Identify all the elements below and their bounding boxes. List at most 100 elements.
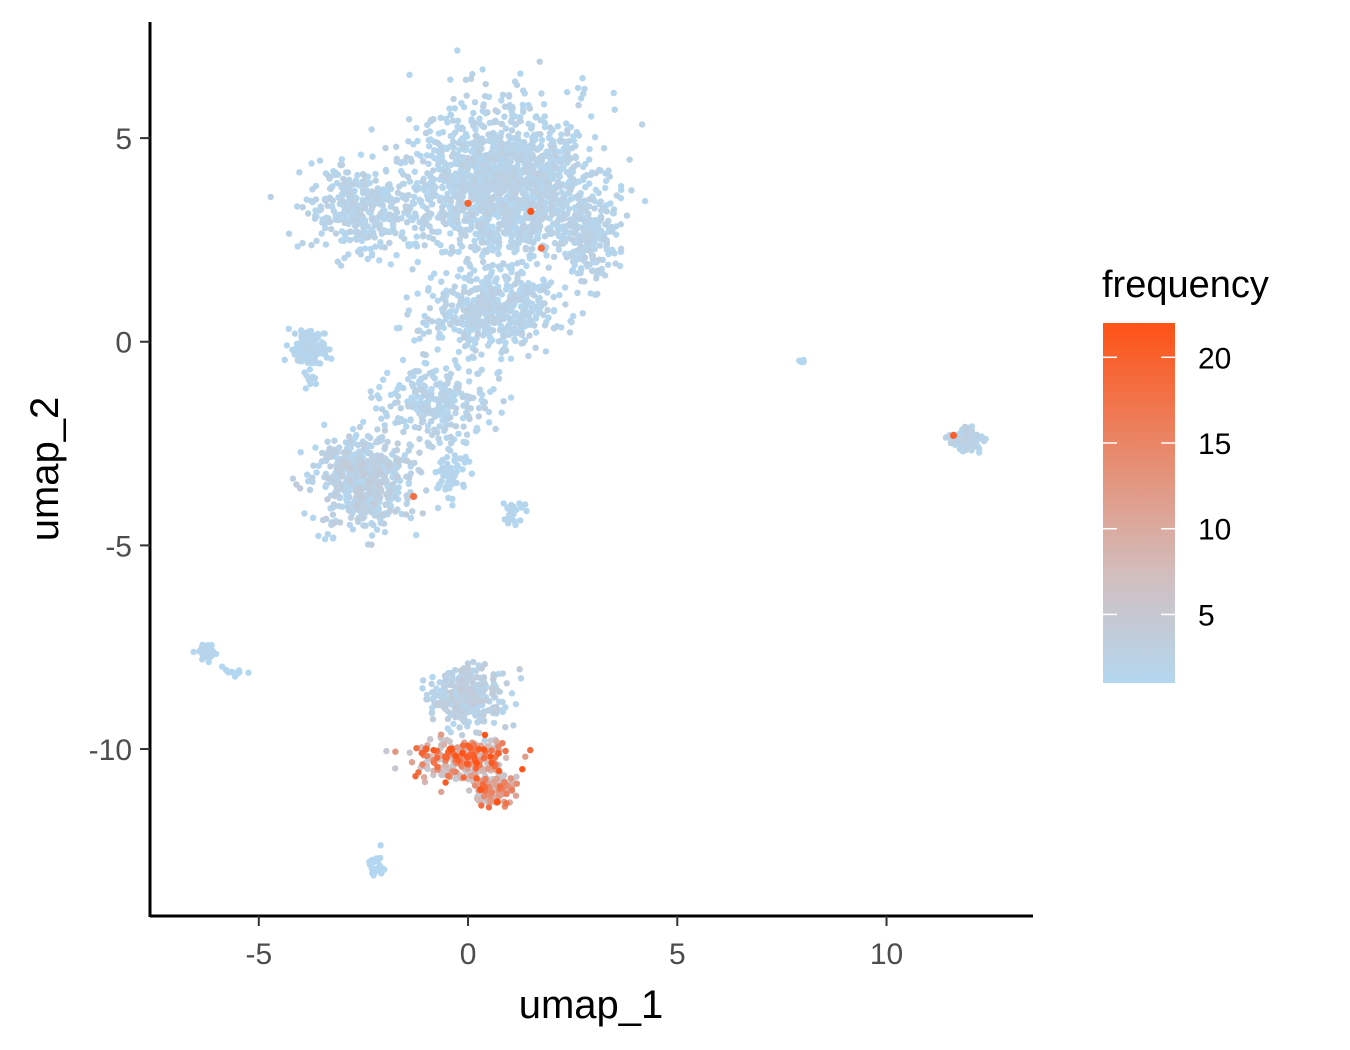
highlight-point: [464, 199, 472, 207]
data-point: [464, 697, 471, 705]
data-point: [488, 148, 495, 156]
data-point: [355, 485, 363, 492]
data-point: [420, 184, 427, 191]
data-point: [449, 247, 456, 254]
data-point: [510, 722, 517, 729]
data-point: [306, 486, 314, 493]
data-point: [610, 89, 617, 97]
points-layer: [190, 47, 989, 879]
legend-tick-label: 15: [1198, 428, 1231, 461]
data-point: [433, 381, 440, 388]
data-point: [482, 175, 490, 182]
data-point: [459, 314, 466, 321]
data-point: [338, 237, 345, 244]
data-point: [466, 787, 473, 794]
data-point: [421, 359, 428, 367]
data-point: [382, 443, 389, 450]
data-point: [489, 676, 497, 683]
data-point: [405, 242, 413, 250]
data-point: [588, 113, 595, 120]
data-point: [479, 290, 487, 297]
data-point: [555, 246, 563, 253]
data-point: [470, 267, 478, 274]
data-point: [471, 176, 478, 183]
data-point: [519, 190, 527, 197]
data-point: [447, 464, 455, 472]
data-point: [461, 459, 469, 466]
data-point: [420, 774, 428, 781]
data-point: [424, 427, 431, 434]
data-point: [480, 123, 488, 131]
data-point: [414, 327, 421, 335]
data-point: [484, 109, 491, 116]
data-point: [568, 252, 575, 260]
data-point: [463, 410, 471, 418]
data-point: [384, 181, 392, 189]
data-point: [452, 667, 459, 674]
data-point: [321, 421, 328, 428]
data-point: [291, 330, 299, 337]
data-point: [414, 290, 421, 297]
data-point: [469, 353, 476, 360]
data-point: [427, 173, 434, 181]
y-tick-label: -10: [89, 734, 132, 767]
data-point: [455, 302, 463, 309]
data-point: [547, 124, 554, 131]
data-point: [536, 58, 543, 65]
data-point: [329, 511, 337, 518]
data-point: [417, 386, 425, 394]
data-point: [384, 196, 391, 203]
data-point: [533, 260, 541, 268]
highlight-point: [527, 207, 535, 215]
data-point: [285, 230, 293, 237]
data-point: [497, 196, 504, 203]
data-point: [508, 786, 516, 794]
data-point: [485, 804, 493, 811]
data-point: [460, 423, 467, 430]
legend-tick-label: 10: [1198, 514, 1231, 547]
data-point: [583, 260, 590, 267]
data-point: [465, 405, 472, 412]
data-point: [430, 190, 437, 198]
data-point: [394, 189, 402, 196]
data-point: [360, 418, 367, 426]
data-point: [500, 398, 507, 405]
data-point: [528, 225, 536, 232]
data-point: [441, 672, 449, 679]
data-point: [424, 403, 431, 411]
data-point: [495, 250, 502, 258]
legend-tick-label: 5: [1198, 599, 1215, 632]
data-point: [449, 502, 456, 509]
data-point: [452, 307, 459, 314]
data-point: [460, 438, 467, 446]
data-point: [409, 508, 416, 515]
data-point: [415, 424, 422, 432]
data-point: [550, 308, 557, 315]
data-point: [973, 431, 980, 438]
data-point: [375, 459, 383, 466]
data-point: [434, 484, 441, 492]
data-point: [584, 230, 591, 237]
data-point: [450, 144, 457, 151]
data-point: [347, 444, 354, 451]
data-point: [473, 759, 480, 767]
data-point: [386, 239, 393, 246]
data-point: [369, 457, 376, 465]
data-point: [478, 802, 485, 809]
data-point: [566, 221, 573, 228]
data-point: [418, 419, 426, 426]
data-point: [301, 510, 308, 517]
highlight-points-layer: [410, 199, 958, 806]
data-point: [345, 507, 353, 514]
data-point: [487, 137, 494, 144]
data-point: [529, 134, 536, 142]
data-point: [507, 355, 515, 362]
data-point: [480, 746, 488, 753]
data-point: [552, 172, 559, 179]
data-point: [475, 311, 482, 319]
data-point: [324, 496, 331, 503]
data-point: [377, 469, 384, 476]
data-point: [570, 312, 577, 320]
data-point: [328, 225, 335, 233]
